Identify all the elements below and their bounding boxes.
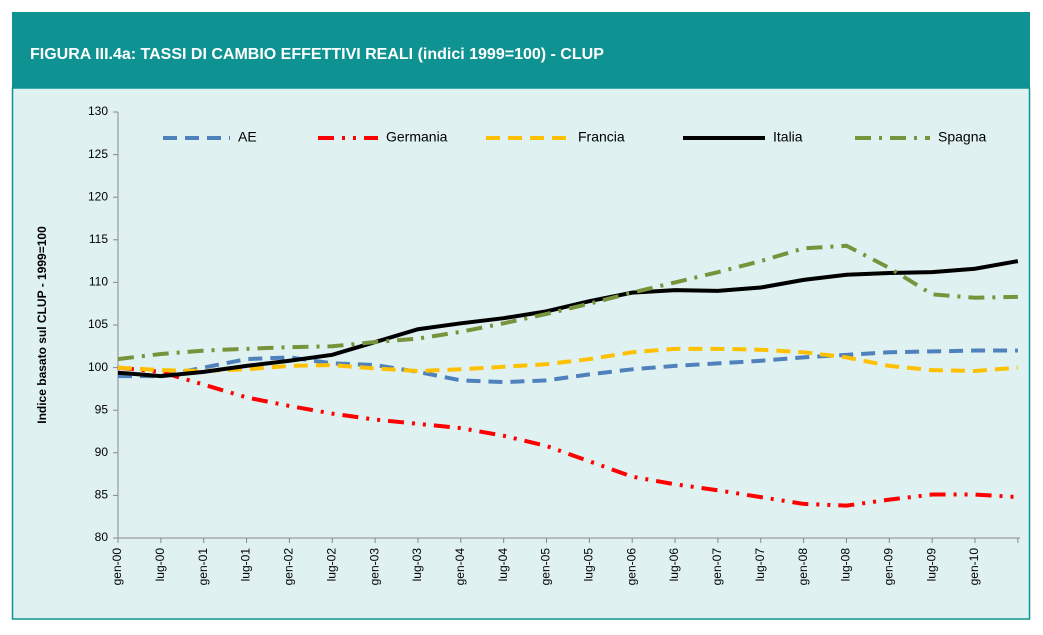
legend-label: Francia xyxy=(578,129,625,145)
header xyxy=(12,12,1030,88)
x-tick-label: gen-09 xyxy=(881,548,895,586)
series-line xyxy=(117,346,1019,374)
x-tick-label: lug-01 xyxy=(239,548,253,582)
x-tick-label: lug-03 xyxy=(410,548,424,582)
y-tick-label: 80 xyxy=(95,530,109,544)
x-tick-label: gen-07 xyxy=(710,548,724,586)
x-tick-label: gen-10 xyxy=(967,548,981,586)
x-tick-label: gen-03 xyxy=(367,548,381,586)
x-tick-label: lug-02 xyxy=(324,548,338,582)
x-tick-label: gen-06 xyxy=(624,548,638,586)
series-line xyxy=(118,348,1018,385)
legend-label: Germania xyxy=(386,129,448,145)
y-tick-label: 125 xyxy=(88,147,108,161)
series-line xyxy=(117,243,1018,362)
legend-label: Spagna xyxy=(938,129,986,145)
y-tick-label: 130 xyxy=(88,104,108,118)
x-tick-label: gen-05 xyxy=(539,548,553,586)
x-tick-label: lug-09 xyxy=(924,548,938,582)
y-tick-label: 120 xyxy=(88,189,108,203)
x-tick-label: gen-08 xyxy=(796,548,810,586)
y-tick-label: 95 xyxy=(95,402,109,416)
y-axis-label: Indice basato sul CLUP - 1999=100 xyxy=(35,226,49,424)
y-tick-label: 105 xyxy=(88,317,108,331)
chart-title: FIGURA III.4a: TASSI DI CAMBIO EFFETTIVI… xyxy=(30,46,604,63)
legend-label: AE xyxy=(238,129,257,145)
x-tick-label: lug-05 xyxy=(582,548,596,582)
x-tick-label: gen-04 xyxy=(453,548,467,586)
y-tick-label: 100 xyxy=(88,360,108,374)
x-tick-label: gen-00 xyxy=(110,548,124,586)
x-tick-label: lug-04 xyxy=(496,548,510,582)
x-tick-label: lug-00 xyxy=(153,548,167,582)
panel xyxy=(11,87,1031,620)
y-tick-label: 110 xyxy=(89,275,108,289)
y-tick-label: 115 xyxy=(89,232,108,246)
x-tick-label: gen-02 xyxy=(282,548,296,586)
x-tick-label: lug-06 xyxy=(667,548,681,582)
legend-label: Italia xyxy=(773,129,803,145)
y-tick-label: 85 xyxy=(95,488,109,502)
x-tick-label: gen-01 xyxy=(196,548,210,586)
y-tick-label: 90 xyxy=(95,445,109,459)
x-tick-label: lug-07 xyxy=(753,548,767,582)
series-line xyxy=(117,259,1019,379)
x-tick-label: lug-08 xyxy=(839,548,853,582)
